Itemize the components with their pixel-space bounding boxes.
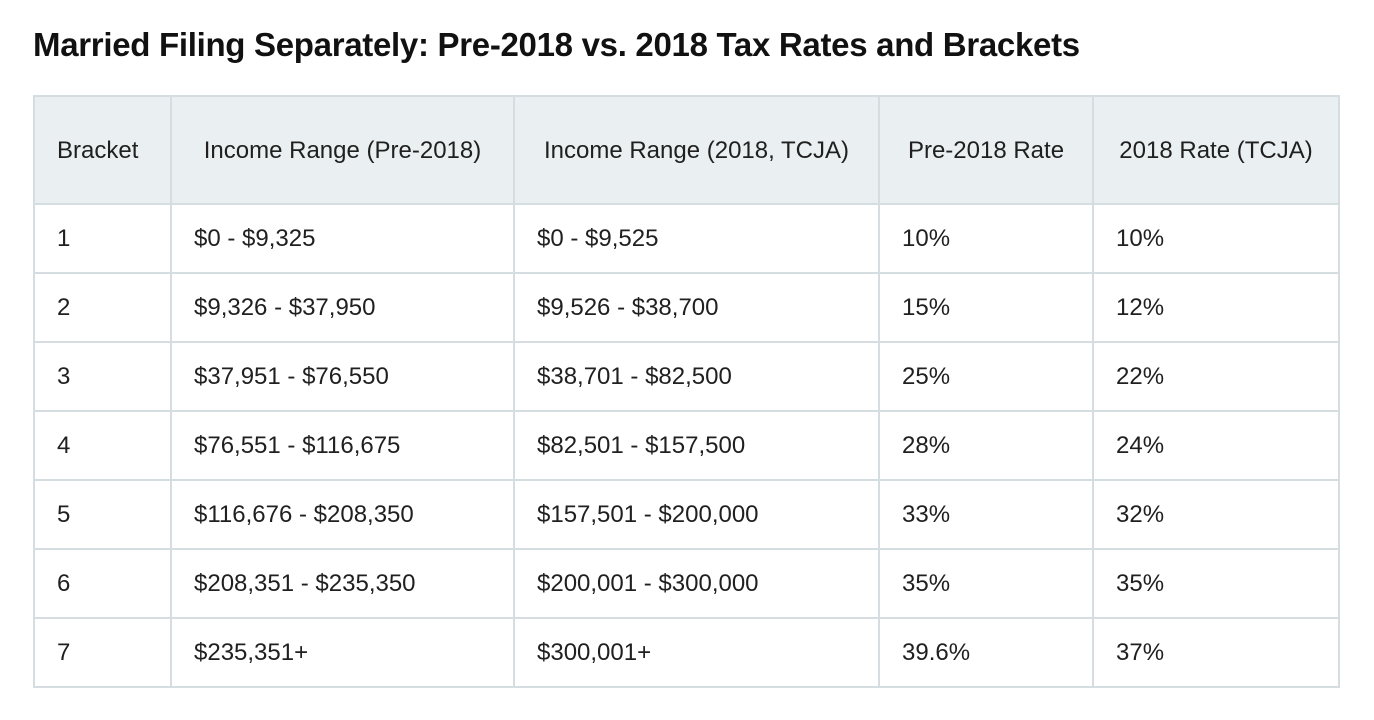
cell-rate-2018: 24% (1092, 410, 1340, 481)
cell-rate-pre-2018: 33% (878, 479, 1094, 550)
cell-income-2018: $38,701 - $82,500 (513, 341, 880, 412)
header-pre-2018-rate: Pre-2018 Rate (878, 95, 1094, 205)
cell-income-2018: $82,501 - $157,500 (513, 410, 880, 481)
page-title: Married Filing Separately: Pre-2018 vs. … (33, 26, 1080, 63)
cell-rate-2018: 22% (1092, 341, 1340, 412)
header-bracket: Bracket (33, 95, 172, 205)
tax-bracket-table: Bracket Income Range (Pre-2018) Income R… (33, 95, 1340, 688)
cell-bracket: 5 (33, 479, 172, 550)
table-row: 1 $0 - $9,325 $0 - $9,525 10% 10% (33, 203, 1340, 274)
cell-rate-2018: 35% (1092, 548, 1340, 619)
cell-bracket: 2 (33, 272, 172, 343)
cell-income-2018: $9,526 - $38,700 (513, 272, 880, 343)
table-row: 2 $9,326 - $37,950 $9,526 - $38,700 15% … (33, 272, 1340, 343)
cell-bracket: 6 (33, 548, 172, 619)
header-row: Bracket Income Range (Pre-2018) Income R… (33, 95, 1340, 205)
cell-rate-pre-2018: 10% (878, 203, 1094, 274)
table-body: 1 $0 - $9,325 $0 - $9,525 10% 10% 2 $9,3… (33, 203, 1340, 688)
cell-income-2018: $200,001 - $300,000 (513, 548, 880, 619)
cell-rate-2018: 10% (1092, 203, 1340, 274)
cell-rate-pre-2018: 25% (878, 341, 1094, 412)
cell-bracket: 7 (33, 617, 172, 688)
cell-bracket: 3 (33, 341, 172, 412)
cell-income-pre-2018: $0 - $9,325 (170, 203, 515, 274)
cell-rate-2018: 12% (1092, 272, 1340, 343)
table-row: 7 $235,351+ $300,001+ 39.6% 37% (33, 617, 1340, 688)
header-income-range-2018: Income Range (2018, TCJA) (513, 95, 880, 205)
header-income-range-pre-2018: Income Range (Pre-2018) (170, 95, 515, 205)
cell-bracket: 4 (33, 410, 172, 481)
cell-rate-2018: 32% (1092, 479, 1340, 550)
cell-income-pre-2018: $76,551 - $116,675 (170, 410, 515, 481)
cell-rate-pre-2018: 28% (878, 410, 1094, 481)
header-2018-rate: 2018 Rate (TCJA) (1092, 95, 1340, 205)
cell-rate-pre-2018: 39.6% (878, 617, 1094, 688)
table-row: 5 $116,676 - $208,350 $157,501 - $200,00… (33, 479, 1340, 550)
table-row: 3 $37,951 - $76,550 $38,701 - $82,500 25… (33, 341, 1340, 412)
cell-bracket: 1 (33, 203, 172, 274)
table-row: 6 $208,351 - $235,350 $200,001 - $300,00… (33, 548, 1340, 619)
cell-rate-pre-2018: 15% (878, 272, 1094, 343)
cell-rate-2018: 37% (1092, 617, 1340, 688)
cell-income-2018: $300,001+ (513, 617, 880, 688)
cell-income-2018: $0 - $9,525 (513, 203, 880, 274)
cell-income-pre-2018: $9,326 - $37,950 (170, 272, 515, 343)
cell-rate-pre-2018: 35% (878, 548, 1094, 619)
table-header: Bracket Income Range (Pre-2018) Income R… (33, 95, 1340, 205)
table-row: 4 $76,551 - $116,675 $82,501 - $157,500 … (33, 410, 1340, 481)
cell-income-pre-2018: $235,351+ (170, 617, 515, 688)
cell-income-pre-2018: $208,351 - $235,350 (170, 548, 515, 619)
cell-income-2018: $157,501 - $200,000 (513, 479, 880, 550)
cell-income-pre-2018: $37,951 - $76,550 (170, 341, 515, 412)
cell-income-pre-2018: $116,676 - $208,350 (170, 479, 515, 550)
